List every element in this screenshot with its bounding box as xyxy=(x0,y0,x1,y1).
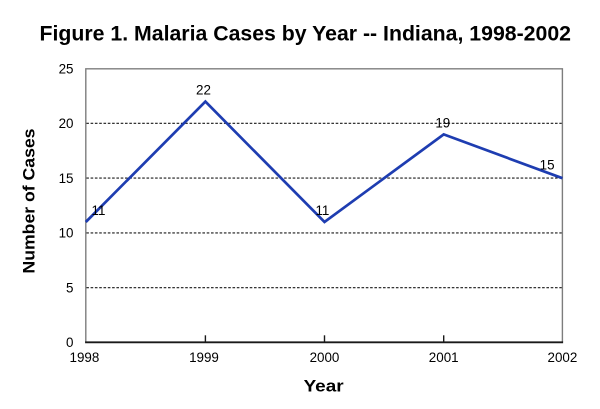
svg-text:11: 11 xyxy=(92,203,106,218)
svg-text:5: 5 xyxy=(66,281,73,296)
svg-text:2000: 2000 xyxy=(310,350,340,365)
svg-text:0: 0 xyxy=(66,335,73,350)
svg-text:2002: 2002 xyxy=(548,350,578,365)
svg-text:20: 20 xyxy=(59,116,74,131)
svg-text:1999: 1999 xyxy=(189,350,219,365)
svg-text:Number of Cases: Number of Cases xyxy=(20,129,39,274)
svg-text:15: 15 xyxy=(59,171,74,186)
svg-text:Year: Year xyxy=(304,378,345,396)
svg-text:22: 22 xyxy=(196,83,211,98)
svg-text:10: 10 xyxy=(59,226,74,241)
svg-text:Figure 1. Malaria Cases by Yea: Figure 1. Malaria Cases by Year -- India… xyxy=(40,23,572,46)
svg-text:2001: 2001 xyxy=(429,350,459,365)
svg-text:15: 15 xyxy=(540,158,555,173)
svg-text:11: 11 xyxy=(315,203,329,218)
svg-text:1998: 1998 xyxy=(70,350,100,365)
svg-text:19: 19 xyxy=(435,116,450,131)
svg-text:25: 25 xyxy=(59,62,74,77)
